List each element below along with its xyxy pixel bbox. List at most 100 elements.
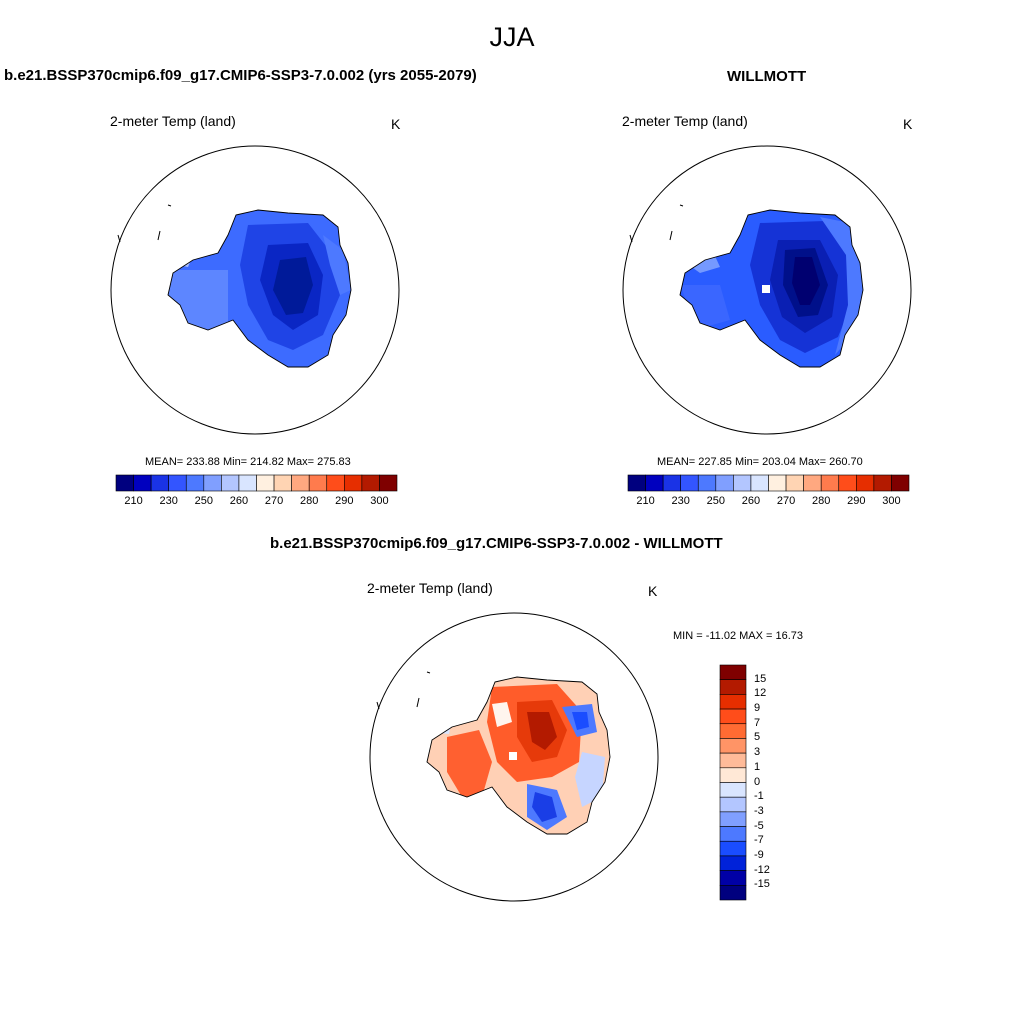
diff-colorbar-swatch <box>719 826 747 842</box>
obs-colorbar-swatch <box>803 474 822 492</box>
model-colorbar-swatch <box>291 474 310 492</box>
model-temperature-field <box>168 210 351 367</box>
model-colorbar-swatch <box>168 474 187 492</box>
obs-colorbar-swatch <box>733 474 752 492</box>
diff-colorbar <box>719 664 747 901</box>
diff-colorbar-swatch <box>719 708 747 725</box>
diff-colorbar-tick-label: -9 <box>754 848 764 861</box>
model-colorbar <box>115 474 398 492</box>
diff-colorbar-swatch <box>719 723 747 739</box>
model-colorbar-swatch <box>273 474 292 492</box>
obs-colorbar-tick-label: 300 <box>882 495 901 507</box>
model-colorbar-ticks: 210 230 250 260 270 280 290 300 <box>116 495 397 509</box>
diff-colorbar-tick-label: -1 <box>754 790 764 803</box>
diff-colorbar-tick-label: 5 <box>754 731 761 744</box>
diff-stats: MIN = -11.02 MAX = 16.73 <box>673 630 804 642</box>
diff-colorbar-swatch <box>719 694 747 710</box>
diff-colorbar-tick-label: 9 <box>754 702 761 715</box>
diff-colorbar-tick-label: 1 <box>754 760 761 773</box>
model-colorbar-tick-label: 290 <box>335 495 354 507</box>
diff-colorbar-tick-label: -3 <box>754 804 764 817</box>
obs-colorbar-ticks: 210 230 250 260 270 280 290 300 <box>628 495 909 509</box>
model-colorbar-swatch <box>115 474 134 492</box>
obs-colorbar-swatch <box>856 474 875 492</box>
diff-colorbar-swatch <box>719 782 747 798</box>
obs-colorbar-swatch <box>680 474 699 492</box>
diff-colorbar-tick-label: 7 <box>754 716 761 729</box>
obs-panel-title: WILLMOTT <box>727 68 807 85</box>
obs-coastline <box>679 209 864 368</box>
diff-colorbar-tick-label: 0 <box>754 775 761 788</box>
obs-colorbar-swatch <box>697 474 717 492</box>
model-colorbar-tick-label: 300 <box>370 495 389 507</box>
obs-colorbar-swatch <box>873 474 892 492</box>
model-colorbar-tick-label: 250 <box>194 495 213 507</box>
model-colorbar-swatch <box>203 474 222 492</box>
model-colorbar-swatch <box>308 474 328 492</box>
obs-colorbar-swatch <box>838 474 857 492</box>
diff-colorbar-swatch <box>719 679 747 695</box>
obs-colorbar-tick-label: 230 <box>671 495 690 507</box>
diff-colorbar-swatch <box>719 855 747 871</box>
diff-colorbar-ticks: 15 12 9 7 5 3 1 0 -1 -3 -5 -7 -9 -12 -15 <box>750 665 790 900</box>
diff-colorbar-swatch <box>719 664 747 680</box>
obs-colorbar-tick-label: 270 <box>776 495 796 507</box>
obs-colorbar-swatch <box>662 474 681 492</box>
model-colorbar-tick-label: 230 <box>159 495 178 507</box>
model-colorbar-swatch <box>344 474 363 492</box>
model-panel-title: b.e21.BSSP370cmip6.f09_g17.CMIP6-SSP3-7.… <box>4 67 477 84</box>
diff-units-label: K <box>648 583 658 599</box>
obs-colorbar-swatch <box>768 474 787 492</box>
model-polar-map <box>110 145 400 435</box>
obs-colorbar-swatch <box>785 474 804 492</box>
model-colorbar-swatch <box>361 474 380 492</box>
figure-title: JJA <box>489 22 535 52</box>
model-colorbar-swatch <box>326 474 345 492</box>
diff-colorbar-swatch <box>719 796 747 813</box>
diff-colorbar-swatch <box>719 767 747 783</box>
model-colorbar-tick-label: 260 <box>229 495 249 507</box>
obs-colorbar-swatch <box>891 474 910 492</box>
diff-panel-title: b.e21.BSSP370cmip6.f09_g17.CMIP6-SSP3-7.… <box>270 535 723 552</box>
diff-colorbar-swatch <box>719 885 747 901</box>
model-colorbar-swatch <box>221 474 240 492</box>
obs-colorbar-swatch <box>820 474 840 492</box>
diff-island-outlines <box>376 671 431 710</box>
diff-colorbar-tick-label: 15 <box>754 672 767 685</box>
diff-colorbar-tick-label: 3 <box>754 746 761 759</box>
model-colorbar-swatch <box>150 474 169 492</box>
obs-polar-map <box>622 145 912 435</box>
diff-colorbar-tick-label: -7 <box>754 834 764 847</box>
obs-colorbar-tick-label: 290 <box>847 495 866 507</box>
diff-colorbar-swatch <box>719 840 747 857</box>
model-colorbar-swatch <box>256 474 275 492</box>
model-colorbar-tick-label: 210 <box>124 495 143 507</box>
diff-coastline <box>426 676 611 835</box>
diff-colorbar-swatch <box>719 811 747 827</box>
model-coastline <box>167 209 352 368</box>
model-variable-label: 2-meter Temp (land) <box>110 113 236 129</box>
obs-stats: MEAN= 227.85 Min= 203.04 Max= 260.70 <box>657 456 863 468</box>
model-island-outlines <box>117 204 172 243</box>
diff-colorbar-swatch <box>719 752 747 769</box>
diff-colorbar-tick-label: -5 <box>754 819 764 832</box>
obs-variable-label: 2-meter Temp (land) <box>622 113 748 129</box>
model-units-label: K <box>391 116 401 132</box>
model-colorbar-swatch <box>185 474 205 492</box>
obs-colorbar-swatch <box>627 474 646 492</box>
obs-colorbar-tick-label: 260 <box>741 495 761 507</box>
model-colorbar-swatch <box>379 474 398 492</box>
obs-colorbar-swatch <box>715 474 734 492</box>
model-colorbar-swatch <box>133 474 152 492</box>
obs-colorbar-swatch <box>645 474 664 492</box>
diff-colorbar-tick-label: -15 <box>754 878 770 891</box>
model-stats: MEAN= 233.88 Min= 214.82 Max= 275.83 <box>145 456 351 468</box>
obs-colorbar <box>627 474 910 492</box>
diff-colorbar-swatch <box>719 870 747 886</box>
diff-colorbar-tick-label: -12 <box>754 863 770 876</box>
model-colorbar-swatch <box>238 474 257 492</box>
obs-colorbar-swatch <box>750 474 769 492</box>
obs-colorbar-tick-label: 250 <box>706 495 725 507</box>
obs-island-outlines <box>629 204 684 243</box>
model-colorbar-tick-label: 270 <box>264 495 284 507</box>
